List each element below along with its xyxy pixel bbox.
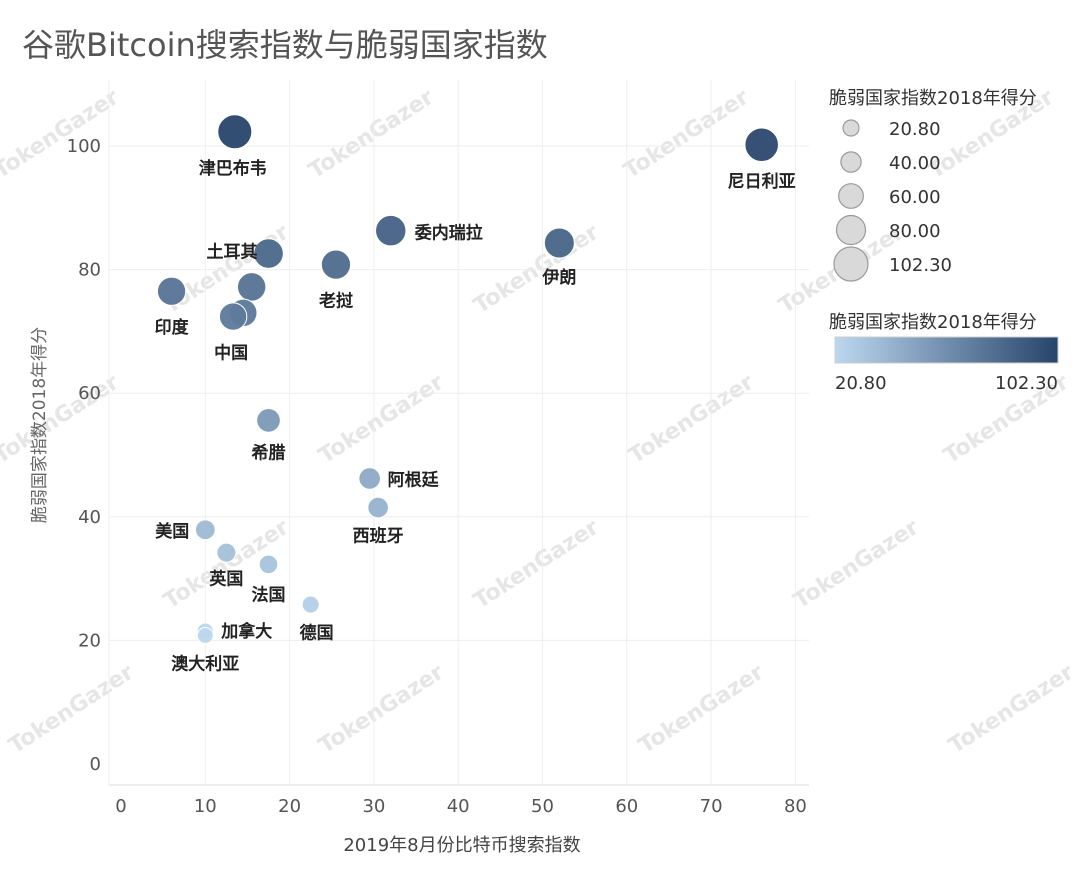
point-label: 法国 [252,584,286,605]
y-tick-label: 20 [78,630,101,651]
y-axis-label: 脆弱国家指数2018年得分 [30,327,50,523]
point-label: 伊朗 [541,267,576,288]
point-label: 印度 [155,317,190,338]
axes-layer: 2019年8月份比特币搜索指数 脆弱国家指数2018年得分 [30,327,581,856]
x-tick-label: 10 [194,796,217,817]
data-point[interactable] [543,227,575,259]
x-tick-label: 80 [784,796,807,817]
watermark: TokenGazer [470,515,604,614]
color-legend-title: 脆弱国家指数2018年得分 [829,312,1037,333]
data-point[interactable] [218,302,248,331]
size-legend-title: 脆弱国家指数2018年得分 [829,88,1037,109]
watermark: TokenGazer [625,370,759,469]
size-legend-label: 40.00 [889,153,941,174]
watermark: TokenGazer [635,660,769,759]
point-label: 委内瑞拉 [414,223,483,244]
size-legend-label: 102.30 [889,255,952,276]
color-legend-max-label: 102.30 [995,373,1058,394]
point-label: 老挝 [318,291,354,312]
x-tick-label: 40 [447,796,470,817]
size-legend-label: 60.00 [889,187,941,208]
watermark: TokenGazer [315,370,449,469]
data-point[interactable] [156,276,187,306]
size-legend-circle [833,246,869,282]
y-tick-label: 0 [90,754,101,775]
watermark: TokenGazer [620,85,754,184]
size-legend-circle [835,214,867,246]
data-point[interactable] [217,114,253,150]
data-point[interactable] [196,626,214,644]
point-label: 加拿大 [220,621,272,642]
point-label: 澳大利亚 [171,653,239,674]
x-tick-label: 20 [278,796,301,817]
point-label: 德国 [300,623,334,644]
data-point[interactable] [258,554,279,575]
data-point[interactable] [320,249,352,280]
watermark: TokenGazer [0,85,123,184]
point-label: 尼日利亚 [728,171,796,192]
data-point[interactable] [194,519,216,541]
data-point[interactable] [216,542,237,563]
point-label: 津巴布韦 [199,158,267,179]
watermark: TokenGazer [945,660,1079,759]
size-legend-circle [838,183,864,209]
point-label: 土耳其 [207,242,258,263]
size-legend-circle [840,151,862,173]
data-point[interactable] [253,238,284,269]
point-label: 美国 [155,521,189,542]
legend-layer: 脆弱国家指数2018年得分 20.80 40.00 60.00 80.00 102.30 脆… [829,88,1059,394]
x-tick-label: 30 [362,796,385,817]
data-point[interactable] [367,496,389,519]
y-tick-label: 80 [78,260,101,281]
point-label: 西班牙 [353,527,404,547]
x-tick-label: 0 [115,796,126,817]
size-legend-label: 20.80 [889,119,941,140]
color-legend-min-label: 20.80 [835,373,887,394]
size-legend-label: 80.00 [889,221,941,242]
watermark: TokenGazer [790,515,924,614]
data-point[interactable] [236,272,267,302]
x-axis-label: 2019年8月份比特币搜索指数 [343,835,580,856]
y-tick-label: 100 [67,136,101,157]
x-tick-label: 60 [615,796,638,817]
data-point[interactable] [744,127,779,163]
y-tick-label: 40 [78,507,101,528]
watermark: TokenGazer [315,660,449,759]
watermark: TokenGazer [305,85,439,184]
data-point[interactable] [256,408,281,433]
point-label: 希腊 [252,442,286,463]
data-point[interactable] [301,595,320,614]
x-tick-label: 70 [700,796,723,817]
watermark: TokenGazer [0,370,123,469]
y-tick-label: 60 [78,383,101,404]
x-tick-label: 50 [531,796,554,817]
color-legend-ramp [834,336,1059,364]
point-label: 中国 [214,343,248,364]
point-label: 英国 [209,569,243,590]
watermark: TokenGazer [5,660,139,759]
data-point[interactable] [375,214,407,247]
chart-title: 谷歌Bitcoin搜索指数与脆弱国家指数 [22,26,548,64]
data-point[interactable] [358,467,381,490]
point-label: 阿根廷 [388,469,440,490]
size-legend-circle [842,119,860,137]
grid-layer: 0 10 20 30 40 50 60 70 80 0 20 40 60 80 100 [67,80,809,817]
